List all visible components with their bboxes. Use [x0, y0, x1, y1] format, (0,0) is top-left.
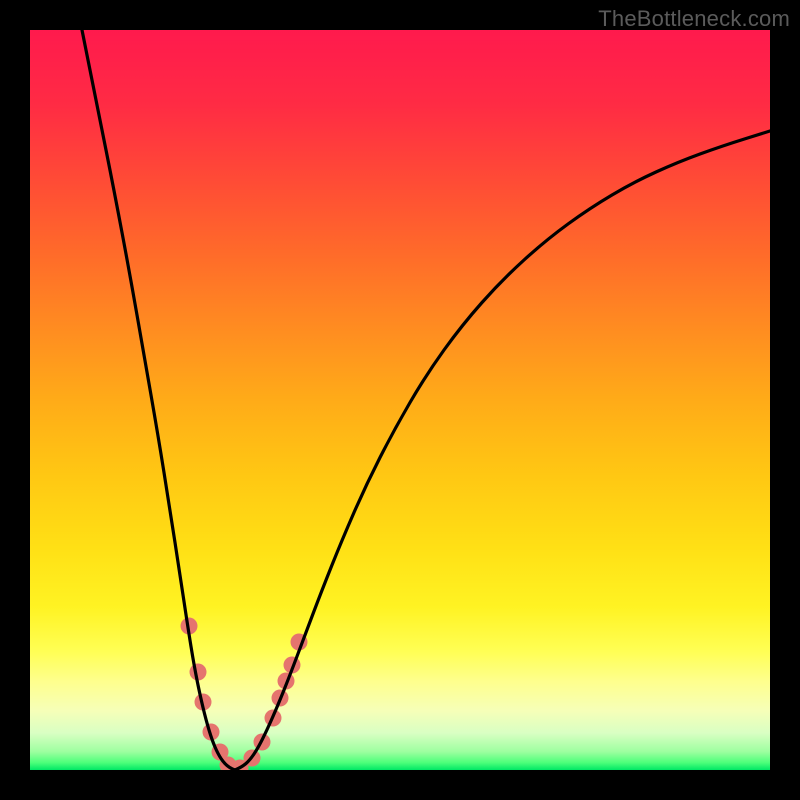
gradient-background	[30, 30, 770, 770]
chart-outer-frame: TheBottleneck.com	[0, 0, 800, 800]
bottleneck-chart	[30, 30, 770, 770]
chart-svg	[30, 30, 770, 770]
watermark-text: TheBottleneck.com	[598, 6, 790, 32]
